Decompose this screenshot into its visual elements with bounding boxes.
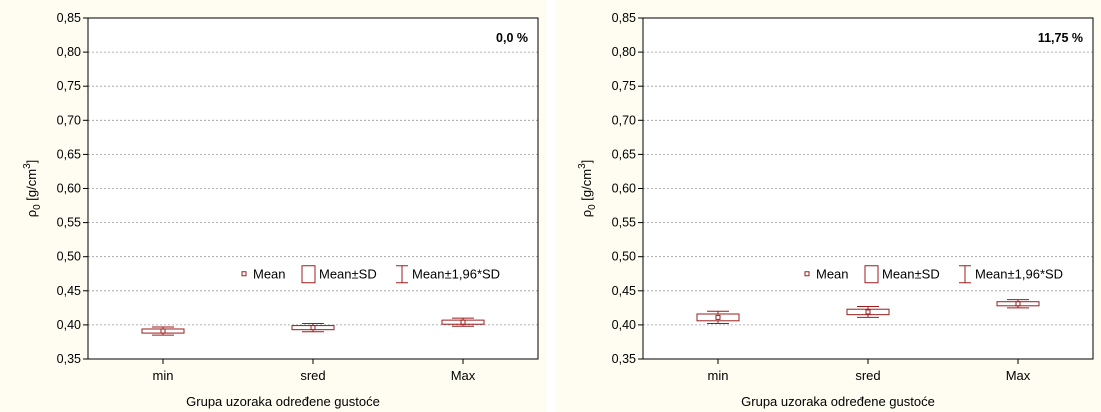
y-tick-label: 0,35 <box>612 352 636 366</box>
y-axis-title-subscript: 0 <box>32 204 43 210</box>
legend-sd-label: Mean±SD <box>882 266 940 281</box>
x-axis-title: Grupa uzoraka određene gustoće <box>186 394 380 409</box>
y-tick-label: 0,60 <box>57 182 81 196</box>
x-tick-label: sred <box>300 368 325 383</box>
y-axis-title-superscript: 3 <box>577 163 588 169</box>
y-tick-label: 0,65 <box>57 147 81 161</box>
x-tick-label: min <box>153 368 174 383</box>
y-tick-label: 0,85 <box>612 11 636 25</box>
y-tick-label: 0,40 <box>57 318 81 332</box>
y-axis-title: ρ0 [g/cm3] <box>577 160 598 218</box>
y-axis-title-symbol: ρ <box>579 210 594 217</box>
y-tick-label: 0,45 <box>57 284 81 298</box>
chart-panel-left: 0,35 0,40 0,45 0,50 0,55 0,60 0,65 0,70 0,75 0,80… <box>0 0 546 412</box>
y-tick-label: 0,70 <box>57 113 81 127</box>
y-tick-label: 0,75 <box>612 79 636 93</box>
legend-sd-icon <box>864 265 879 284</box>
y-tick-label: 0,80 <box>57 45 81 59</box>
y-axis-title-subscript: 0 <box>587 204 598 210</box>
legend-mean-icon <box>804 271 810 277</box>
mean-marker <box>460 319 466 325</box>
legend-sd-icon <box>301 265 316 284</box>
y-tick-label: 0,65 <box>612 147 636 161</box>
y-axis-title: ρ0 [g/cm3] <box>22 160 43 218</box>
y-tick-label: 0,85 <box>57 11 81 25</box>
x-tick-label: Max <box>451 368 476 383</box>
y-tick-label: 0,55 <box>57 216 81 230</box>
y-axis-title-superscript: 3 <box>22 163 33 169</box>
legend: Mean Mean±SD Mean±1,96*SD <box>241 265 500 284</box>
y-axis-title-unit: [g/cm <box>24 169 39 204</box>
legend: Mean Mean±SD Mean±1,96*SD <box>804 265 1063 284</box>
mean-marker <box>715 314 721 320</box>
legend-sd-label: Mean±SD <box>319 266 377 281</box>
legend-ci-label: Mean±1,96*SD <box>412 266 500 281</box>
y-axis-title-close: ] <box>579 160 594 164</box>
chart-panel-right: 0,35 0,40 0,45 0,50 0,55 0,60 0,65 0,70 0,75 0,80… <box>555 0 1101 412</box>
mean-marker <box>1015 301 1021 307</box>
y-tick-label: 0,50 <box>612 250 636 264</box>
panel-label: 0,0 % <box>496 31 528 45</box>
y-axis-title-unit: [g/cm <box>579 169 594 204</box>
legend-mean-label: Mean <box>816 266 849 281</box>
y-tick-label: 0,55 <box>612 216 636 230</box>
y-tick-label: 0,60 <box>612 182 636 196</box>
y-tick-label: 0,50 <box>57 250 81 264</box>
y-tick-label: 0,70 <box>612 113 636 127</box>
y-axis-title-symbol: ρ <box>24 210 39 217</box>
x-tick-label: sred <box>855 368 880 383</box>
legend-mean-icon <box>241 271 247 277</box>
panel-label: 11,75 % <box>1038 31 1083 45</box>
mean-marker <box>865 309 871 315</box>
y-tick-label: 0,40 <box>612 318 636 332</box>
y-axis-title-close: ] <box>24 160 39 164</box>
x-axis-title: Grupa uzoraka određene gustoće <box>741 394 935 409</box>
x-tick-label: Max <box>1006 368 1031 383</box>
y-tick-label: 0,35 <box>57 352 81 366</box>
legend-ci-label: Mean±1,96*SD <box>975 266 1063 281</box>
y-tick-label: 0,80 <box>612 45 636 59</box>
y-tick-label: 0,75 <box>57 79 81 93</box>
mean-marker <box>310 325 316 331</box>
y-tick-label: 0,45 <box>612 284 636 298</box>
chart-svg-right: 0,35 0,40 0,45 0,50 0,55 0,60 0,65 0,70 0,75 0,80… <box>577 11 1094 409</box>
x-tick-label: min <box>708 368 729 383</box>
chart-svg-left: 0,35 0,40 0,45 0,50 0,55 0,60 0,65 0,70 0,75 0,80… <box>22 11 539 409</box>
legend-mean-label: Mean <box>253 266 286 281</box>
mean-marker <box>160 328 166 334</box>
